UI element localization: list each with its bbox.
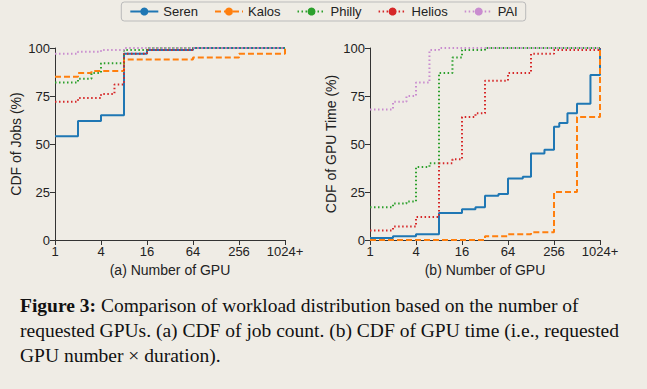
svg-text:100: 100 — [343, 41, 365, 56]
svg-text:Philly: Philly — [331, 4, 363, 19]
svg-text:100: 100 — [28, 41, 50, 56]
svg-text:1024+: 1024+ — [582, 244, 619, 259]
svg-text:CDF of GPU Time (%): CDF of GPU Time (%) — [323, 75, 339, 213]
svg-text:75: 75 — [36, 89, 50, 104]
svg-text:0: 0 — [43, 233, 50, 248]
svg-text:25: 25 — [36, 185, 50, 200]
svg-text:25: 25 — [351, 185, 365, 200]
svg-text:Helios: Helios — [412, 4, 449, 19]
svg-text:256: 256 — [543, 244, 565, 259]
svg-text:Kalos: Kalos — [248, 4, 281, 19]
svg-text:(b) Number of GPU: (b) Number of GPU — [425, 262, 546, 278]
svg-text:CDF of Jobs (%): CDF of Jobs (%) — [8, 92, 24, 195]
svg-text:1: 1 — [51, 244, 58, 259]
svg-text:1024+: 1024+ — [267, 244, 304, 259]
html-text:Figure 3: Comparison of worklo: Figure 3: Comparison of workload distrib… — [20, 295, 619, 366]
svg-text:75: 75 — [351, 89, 365, 104]
svg-text:64: 64 — [501, 244, 515, 259]
svg-text:(a) Number of GPU: (a) Number of GPU — [110, 262, 231, 278]
svg-text:PAI: PAI — [498, 4, 518, 19]
svg-text:16: 16 — [140, 244, 154, 259]
svg-text:256: 256 — [228, 244, 250, 259]
svg-text:64: 64 — [186, 244, 200, 259]
svg-text:0: 0 — [358, 233, 365, 248]
svg-text:4: 4 — [412, 244, 419, 259]
svg-text:50: 50 — [36, 137, 50, 152]
svg-text:1: 1 — [366, 244, 373, 259]
svg-text:50: 50 — [351, 137, 365, 152]
svg-text:16: 16 — [455, 244, 469, 259]
svg-text:4: 4 — [97, 244, 104, 259]
svg-text:Seren: Seren — [163, 4, 198, 19]
